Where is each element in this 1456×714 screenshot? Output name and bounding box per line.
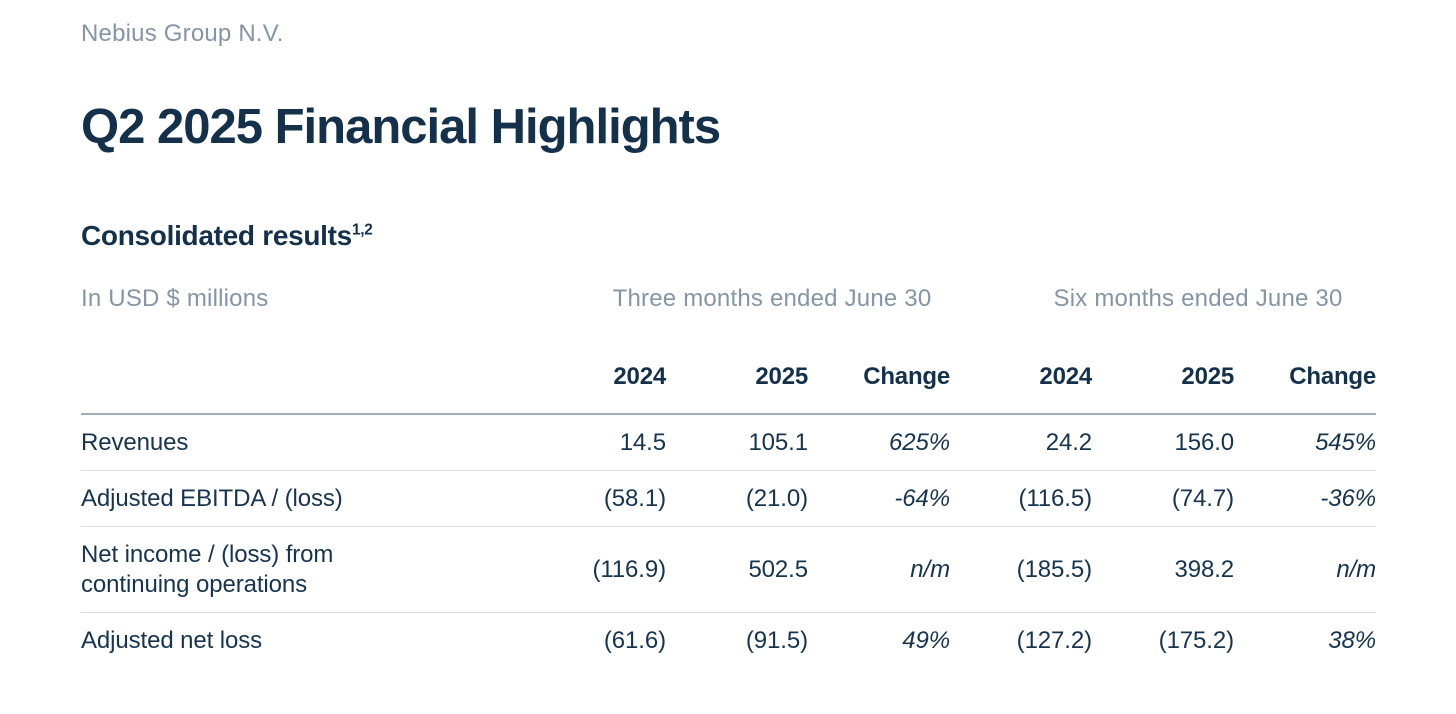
cell-revenues-6m-change: 545% [1234, 413, 1376, 471]
cell-adjnetloss-3m-2025: (91.5) [745, 626, 808, 654]
section-title: Consolidated results1,2 [81, 219, 1376, 252]
row-label: Net income / (loss) from continuing oper… [81, 526, 524, 613]
row-label-text: Revenues [81, 428, 189, 456]
table-row-revenues: Revenues 14.5 105.1 625% 24.2 156.0 545% [81, 413, 1376, 471]
cell-netincome-3m-change: n/m [808, 526, 950, 613]
cell-netincome-6m-2025: 398.2 [1092, 526, 1234, 613]
cell-revenues-3m-2025: 105.1 [666, 413, 808, 471]
consolidated-results-table: In USD $ millions Three months ended Jun… [81, 285, 1376, 668]
table-row-adjusted-net-loss: Adjusted net loss (61.6) (91.5) 49% (127… [81, 612, 1376, 668]
table-row-adjusted-ebitda: Adjusted EBITDA / (loss) (58.1) (21.0) -… [81, 470, 1376, 527]
row-label-text: Adjusted net loss [81, 626, 263, 654]
cell-adjnetloss-6m-2025: (175.2) [1158, 626, 1235, 654]
section-title-text: Consolidated results [81, 219, 352, 251]
table-column-header-row: 2024 2025 Change 2024 2025 Change [81, 312, 1376, 415]
cell-ebitda-6m-2024: (116.5) [950, 470, 1092, 527]
row-label-text: Adjusted EBITDA / (loss) [81, 484, 343, 512]
section-footnote-refs: 1,2 [351, 221, 373, 239]
cell-ebitda-3m-2024: (58.1) [524, 470, 666, 527]
cell-netincome-6m-2024: (185.5) [950, 526, 1092, 613]
column-header-6m-2024: 2024 [950, 312, 1092, 415]
column-group-three-months: Three months ended June 30 [612, 284, 932, 312]
row-label-text: Net income / (loss) from continuing oper… [81, 540, 334, 598]
column-header-3m-2025: 2025 [666, 312, 808, 415]
table-row-net-income-continuing: Net income / (loss) from continuing oper… [81, 526, 1376, 613]
cell-ebitda-3m-change: -64% [808, 470, 950, 527]
page-title: Q2 2025 Financial Highlights [81, 100, 721, 155]
row-label: Revenues [81, 413, 524, 471]
cell-ebitda-6m-2025: (74.7) [1092, 470, 1234, 527]
column-header-3m-change: Change [808, 312, 950, 415]
company-name: Nebius Group N.V. [81, 20, 284, 47]
column-group-six-months: Six months ended June 30 [1053, 284, 1343, 312]
cell-netincome-6m-change: n/m [1234, 526, 1376, 613]
cell-netincome-3m-2024: (116.9) [524, 526, 666, 613]
column-header-3m-2024: 2024 [524, 312, 666, 415]
cell-netincome-3m-2025: 502.5 [666, 526, 808, 613]
cell-revenues-3m-change: 625% [808, 413, 950, 471]
cell-adjnetloss-3m-2024: (61.6) [603, 626, 666, 654]
row-label: Adjusted EBITDA / (loss) [81, 470, 524, 527]
cell-adjnetloss-6m-change: 38% [1328, 626, 1377, 654]
cell-revenues-3m-2024: 14.5 [524, 413, 666, 471]
column-header-6m-2025: 2025 [1092, 312, 1234, 415]
column-header-spacer [81, 312, 524, 415]
units-label: In USD $ millions [81, 284, 269, 312]
cell-revenues-6m-2025: 156.0 [1092, 413, 1234, 471]
cell-ebitda-3m-2025: (21.0) [666, 470, 808, 527]
row-label: Adjusted net loss [81, 612, 524, 668]
column-header-6m-change: Change [1234, 312, 1376, 415]
cell-ebitda-6m-change: -36% [1234, 470, 1376, 527]
cell-adjnetloss-6m-2024: (127.2) [1016, 626, 1093, 654]
table-group-header-row: In USD $ millions Three months ended Jun… [81, 285, 1376, 313]
cell-adjnetloss-3m-change: 49% [902, 626, 951, 654]
cell-revenues-6m-2024: 24.2 [950, 413, 1092, 471]
